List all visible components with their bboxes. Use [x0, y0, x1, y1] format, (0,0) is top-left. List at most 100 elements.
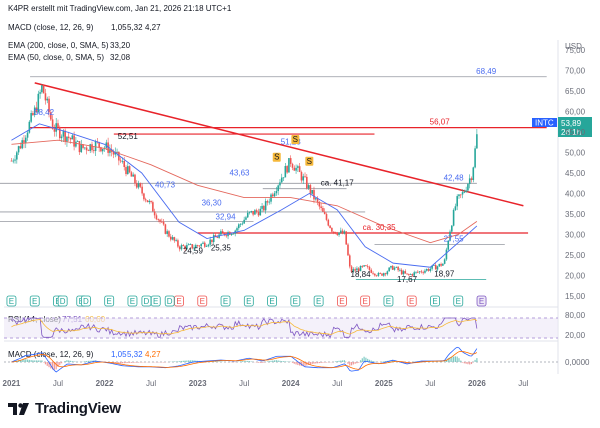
- event-marker-label: E: [130, 297, 135, 306]
- candle-body: [241, 223, 244, 225]
- candle-body: [187, 244, 190, 246]
- candle-body: [17, 146, 20, 153]
- candle-body: [125, 167, 127, 175]
- candle-body: [395, 266, 398, 268]
- macd-histogram-bar: [282, 361, 285, 362]
- macd-histogram-bar: [370, 360, 372, 362]
- event-marker-label: E: [316, 297, 321, 306]
- candle-body: [116, 151, 118, 153]
- candle-body: [467, 184, 469, 191]
- candle-body: [152, 202, 154, 212]
- candle-body: [451, 225, 453, 232]
- candle-body: [175, 240, 177, 242]
- macd-histogram-bar: [44, 362, 47, 365]
- candle-body: [128, 166, 131, 173]
- candle-body: [114, 152, 117, 155]
- x-tick-label: Jul: [425, 379, 435, 388]
- macd-histogram-bar: [291, 362, 294, 363]
- event-marker-label: D: [60, 297, 66, 306]
- macd-histogram-bar: [297, 362, 299, 366]
- macd-histogram-bar: [350, 362, 353, 366]
- earnings-marker: [290, 295, 301, 307]
- candle-body: [58, 127, 61, 139]
- candle-body: [246, 212, 249, 218]
- macd-histogram-bar: [179, 361, 181, 362]
- earnings-marker: [29, 295, 40, 307]
- rsi-ma-line: [11, 319, 478, 335]
- candle-body: [26, 132, 29, 138]
- tradingview-logo: TradingView: [8, 400, 121, 417]
- macd-histogram-bar: [175, 361, 177, 362]
- macd-histogram-bar: [383, 361, 385, 362]
- event-marker-label: E: [293, 297, 298, 306]
- candle-body: [459, 194, 462, 196]
- macd-histogram-bar: [41, 360, 43, 362]
- candle-body: [193, 247, 195, 249]
- candle-body: [202, 242, 204, 244]
- candle-body: [237, 224, 240, 229]
- earnings-marker: [453, 295, 464, 307]
- macd-histogram-bar: [59, 362, 61, 365]
- macd-histogram-bar: [402, 362, 405, 363]
- candle-body: [216, 237, 219, 238]
- rsi-tick-80: 80,00: [565, 311, 586, 320]
- candle-body: [275, 191, 278, 194]
- publisher-line: K4PR erstellt mit TradingView.com, Jan 2…: [8, 4, 232, 13]
- candle-body: [24, 137, 27, 143]
- macd-histogram-bar: [315, 362, 317, 364]
- macd-histogram-bar: [186, 360, 188, 362]
- macd-histogram-bar: [69, 360, 72, 362]
- price-annotation: 56,07: [430, 118, 451, 127]
- macd-histogram-bar: [248, 361, 251, 362]
- price-annotation: 36,30: [202, 199, 223, 208]
- macd-histogram-bar: [57, 362, 59, 367]
- y-tick-label: 40,00: [565, 189, 586, 198]
- x-tick-label: 2026: [468, 379, 486, 388]
- x-tick-label: 2021: [3, 379, 21, 388]
- candle-body: [191, 244, 194, 249]
- candle-body: [23, 140, 25, 143]
- macd-histogram-bar: [216, 361, 218, 362]
- sell-signal-label: S: [274, 153, 279, 162]
- candle-body: [434, 264, 437, 270]
- candle-body: [382, 273, 385, 276]
- macd-histogram-bar: [87, 360, 90, 362]
- candle-body: [363, 265, 365, 267]
- macd-histogram-bar: [295, 362, 297, 365]
- candle-body: [433, 264, 435, 266]
- candle-body: [331, 227, 333, 232]
- macd-histogram-bar: [39, 360, 41, 362]
- candle-body: [289, 158, 292, 164]
- sell-signal-label: S: [307, 157, 312, 166]
- price-annotation: 42,48: [444, 173, 465, 182]
- candle-body: [245, 217, 247, 220]
- candle-body: [408, 274, 410, 275]
- candle-body: [393, 267, 396, 270]
- event-marker-label: E: [409, 297, 414, 306]
- candle-body: [66, 136, 68, 142]
- price-annotation: ca. 41,17: [321, 179, 354, 188]
- earnings-marker: [360, 295, 371, 307]
- macd-histogram-bar: [465, 362, 467, 364]
- macd-histogram-bar: [195, 360, 197, 362]
- candle-body: [443, 259, 446, 264]
- macd-histogram-bar: [60, 362, 63, 364]
- macd-histogram-bar: [324, 362, 326, 363]
- candle-body: [169, 236, 172, 240]
- candle-body: [345, 231, 347, 245]
- x-tick-label: 2022: [96, 379, 114, 388]
- candle-body: [195, 245, 197, 248]
- macd-histogram-bar: [68, 360, 70, 362]
- price-annotation: 27,55: [444, 234, 465, 243]
- candle-body: [109, 149, 111, 153]
- y-tick-label: 20,00: [565, 271, 586, 280]
- candle-body: [252, 211, 254, 215]
- event-marker-label: E: [32, 297, 37, 306]
- earnings-marker: [6, 295, 17, 307]
- macd-histogram-bar: [320, 362, 322, 363]
- macd-pane: MACD (close, 12, 26, 9) 1,05 5,32 4,27 0…: [4, 346, 590, 373]
- earnings-marker: [243, 295, 254, 307]
- macd-histogram-bar: [53, 362, 56, 370]
- candle-body: [336, 233, 339, 235]
- candle-body: [164, 224, 167, 234]
